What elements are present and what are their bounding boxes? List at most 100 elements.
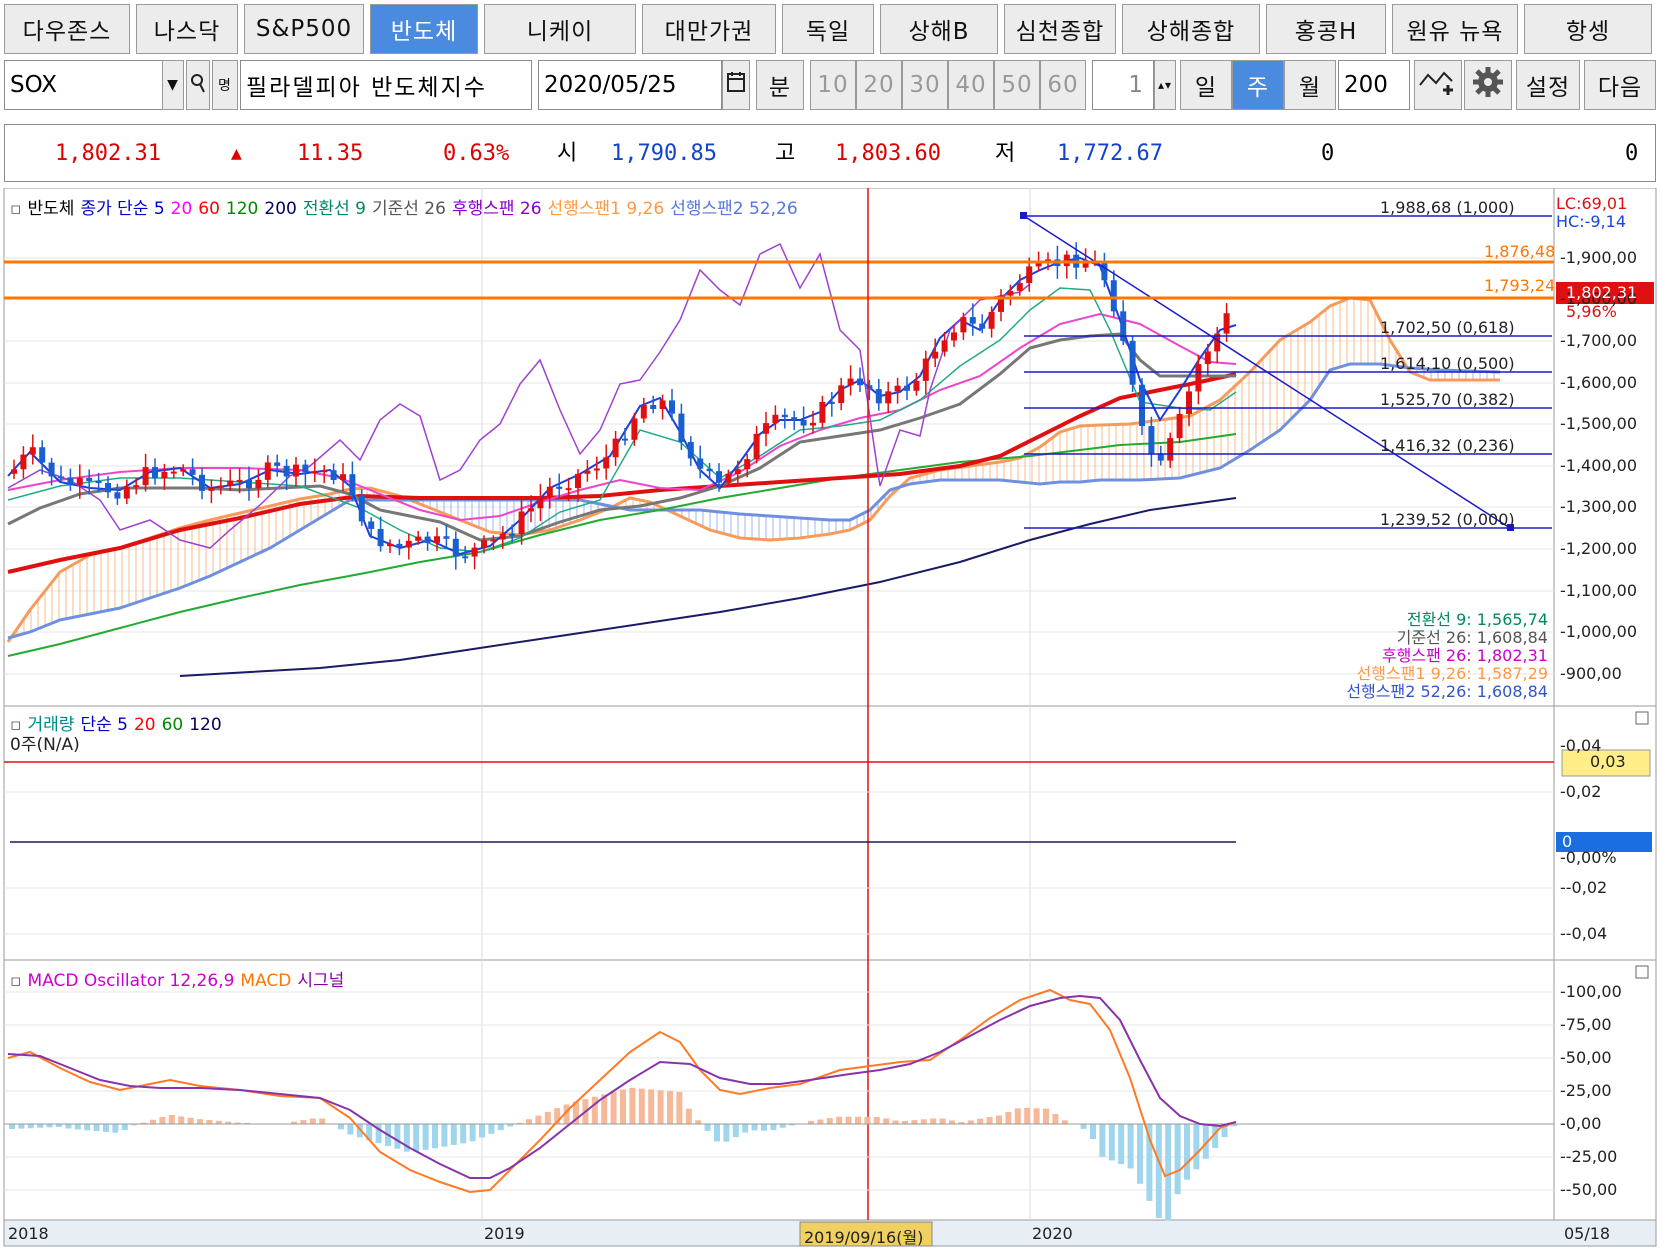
monthly-button[interactable]: 월 bbox=[1284, 60, 1336, 110]
minute-interval-button[interactable]: 20 bbox=[856, 60, 902, 110]
macd-y-tick: -50,00 bbox=[1560, 1048, 1612, 1067]
macd-histogram-bar bbox=[507, 1124, 514, 1127]
chevron-down-icon: ▼ bbox=[167, 77, 179, 93]
settings-button[interactable]: 설정 bbox=[1516, 60, 1580, 110]
candle-body bbox=[180, 469, 187, 472]
date-input[interactable]: 2020/05/25 bbox=[538, 60, 722, 110]
macd-histogram-bar bbox=[375, 1124, 382, 1144]
minute-interval-button[interactable]: 40 bbox=[948, 60, 994, 110]
candle-body bbox=[1157, 453, 1164, 461]
search-button[interactable] bbox=[186, 60, 210, 110]
macd-histogram-bar bbox=[131, 1124, 138, 1126]
macd-histogram-bar bbox=[1193, 1124, 1200, 1170]
symbol-dropdown-button[interactable]: ▼ bbox=[162, 60, 184, 110]
legend-item: 후행스팬 26 bbox=[451, 199, 542, 219]
market-tab[interactable]: 원유 뉴욕 bbox=[1392, 4, 1518, 54]
ichimoku-value-label: 선행스팬2 52,26: 1,608,84 bbox=[1346, 682, 1548, 701]
next-button[interactable]: 다음 bbox=[1584, 60, 1656, 110]
count-input[interactable]: 1 bbox=[1092, 60, 1154, 110]
candle-body bbox=[885, 391, 892, 404]
candle-body bbox=[86, 477, 93, 482]
volume-y-tick: -0,02 bbox=[1560, 782, 1602, 801]
macd-histogram-bar bbox=[1061, 1120, 1068, 1124]
stock-name-lookup-button[interactable]: 명 bbox=[212, 60, 238, 110]
macd-histogram-bar bbox=[9, 1124, 15, 1130]
candle-body bbox=[1223, 313, 1230, 334]
candle-body bbox=[311, 471, 318, 474]
symbol-input[interactable]: SOX bbox=[4, 60, 184, 110]
macd-histogram-bar bbox=[1052, 1113, 1059, 1124]
candle-body bbox=[499, 533, 506, 540]
market-tab[interactable]: 홍콩H bbox=[1266, 4, 1386, 54]
candle-body bbox=[1214, 333, 1221, 352]
count-spin-button[interactable]: ▴▾ bbox=[1154, 60, 1176, 110]
calendar-icon bbox=[727, 71, 745, 99]
minute-button[interactable]: 분 bbox=[756, 60, 804, 110]
minute-interval-button[interactable]: 60 bbox=[1040, 60, 1086, 110]
macd-histogram-bar bbox=[704, 1124, 711, 1131]
market-tab[interactable]: 독일 bbox=[782, 4, 874, 54]
chart-canvas[interactable] bbox=[0, 188, 1660, 1252]
period-input[interactable]: 200 bbox=[1338, 60, 1410, 110]
price-y-tick: -1,100,00 bbox=[1560, 581, 1638, 600]
macd-histogram-bar bbox=[197, 1119, 203, 1124]
market-tab[interactable]: S&P500 bbox=[244, 4, 364, 54]
market-tab[interactable]: 항셍 bbox=[1524, 4, 1652, 54]
volume-y-tick: --0,02 bbox=[1560, 878, 1608, 897]
candle-body bbox=[349, 474, 356, 495]
macd-histogram-bar bbox=[920, 1119, 927, 1124]
low-label: 저 bbox=[995, 141, 1016, 166]
candle-body bbox=[988, 311, 995, 329]
candle-body bbox=[1176, 414, 1183, 439]
macd-histogram-bar bbox=[319, 1118, 326, 1124]
macd-histogram-bar bbox=[309, 1118, 316, 1124]
market-tab[interactable]: 반도체 bbox=[370, 4, 478, 54]
volume-marker-top: 0,03 bbox=[1590, 752, 1626, 771]
current-price: 1,802.31 bbox=[55, 141, 161, 166]
macd-histogram-bar bbox=[1174, 1124, 1181, 1195]
macd-histogram-bar bbox=[159, 1116, 166, 1124]
candle-body bbox=[650, 404, 657, 409]
candle-body bbox=[763, 423, 769, 434]
macd-legend: ▫ MACD Oscillator 12,26,9 MACD 시그널 bbox=[10, 966, 350, 991]
volume-value: 0 bbox=[1321, 141, 1335, 166]
candle-body bbox=[678, 413, 685, 442]
candle-body bbox=[640, 404, 647, 419]
candle-body bbox=[114, 492, 121, 499]
candle-body bbox=[1186, 391, 1192, 415]
macd-histogram-bar bbox=[1024, 1107, 1031, 1124]
stock-name-field: 필라델피아 반도체지수 bbox=[240, 60, 532, 110]
candle-body bbox=[170, 471, 177, 474]
date-value: 2020/05/25 bbox=[544, 72, 677, 98]
gear-button[interactable] bbox=[1464, 60, 1512, 110]
market-tab[interactable]: 상해B bbox=[880, 4, 998, 54]
minute-interval-button[interactable]: 10 bbox=[810, 60, 856, 110]
candle-body bbox=[951, 332, 957, 341]
candle-body bbox=[875, 389, 882, 404]
candle-body bbox=[565, 488, 572, 491]
market-tab[interactable]: 심천종합 bbox=[1004, 4, 1116, 54]
macd-histogram-bar bbox=[93, 1124, 100, 1132]
candle-body bbox=[283, 465, 290, 477]
next-label: 다음 bbox=[1597, 75, 1643, 101]
weekly-button[interactable]: 주 bbox=[1232, 60, 1284, 110]
daily-button[interactable]: 일 bbox=[1180, 60, 1232, 110]
macd-histogram-bar bbox=[732, 1124, 739, 1138]
stock-name: 필라델피아 반도체지수 bbox=[246, 75, 487, 101]
calendar-button[interactable] bbox=[722, 60, 750, 110]
minute-interval-button[interactable]: 50 bbox=[994, 60, 1040, 110]
minute-interval-button[interactable]: 30 bbox=[902, 60, 948, 110]
market-tab[interactable]: 니케이 bbox=[484, 4, 636, 54]
market-tab[interactable]: 상해종합 bbox=[1122, 4, 1260, 54]
price-y-tick: -1,500,00 bbox=[1560, 414, 1638, 433]
candle-body bbox=[1007, 290, 1014, 296]
market-tab[interactable]: 다우존스 bbox=[4, 4, 130, 54]
indicator-button[interactable] bbox=[1414, 60, 1462, 110]
candle-body bbox=[330, 470, 337, 481]
macd-histogram-bar bbox=[911, 1120, 918, 1124]
market-tab[interactable]: 대만가권 bbox=[642, 4, 776, 54]
macd-y-tick: -0,00 bbox=[1560, 1114, 1602, 1133]
macd-y-tick: -100,00 bbox=[1560, 982, 1622, 1001]
market-tab[interactable]: 나스닥 bbox=[136, 4, 238, 54]
candle-body bbox=[810, 422, 816, 426]
